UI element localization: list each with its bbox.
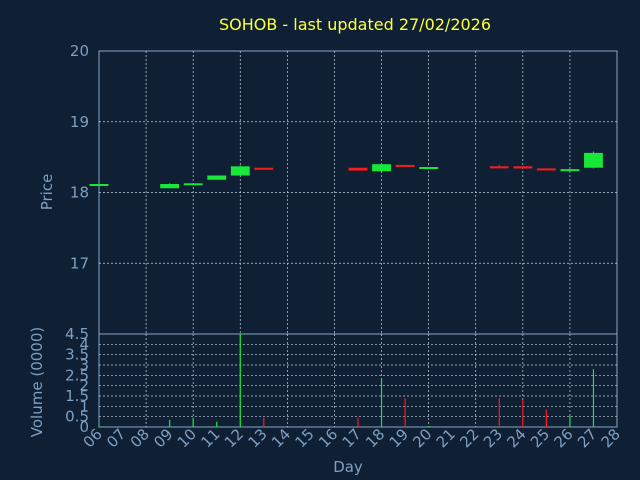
volume-axis-label: Volume (0000) [28,327,46,437]
price-tick-label: 17 [70,254,89,272]
volume-bar [192,417,194,427]
volume-bar [569,415,571,427]
candle-body [395,164,415,167]
candle-body [160,184,180,189]
candle-body [584,152,603,168]
candle-body [207,175,227,180]
volume-bar [498,398,500,427]
volume-tick-label: 3.5 [65,346,89,364]
volume-bar [263,417,265,427]
price-panel: 20 19 18 17 [70,42,618,335]
volume-bar [169,419,171,427]
candle-body [419,167,439,170]
candle-body [536,168,556,171]
volume-tick-label: 3 [79,356,89,374]
candle-body [89,184,109,187]
candle-body [489,166,509,169]
volume-bar [357,417,359,427]
chart-title: SOHOB - last updated 27/02/2026 [219,15,491,34]
volume-tick-label: 2 [79,377,89,395]
volume-bar [380,378,383,427]
volume-tick-label: 1.5 [65,387,89,405]
volume-tick-label: 0.5 [65,408,89,426]
candle-body [372,164,391,172]
candle-body [230,166,250,176]
price-tick-label: 19 [70,113,89,131]
volume-bar [404,398,406,427]
volume-tick-label: 4.5 [65,325,89,343]
candle-body [183,183,203,186]
volume-tick-label: 2.5 [65,366,89,384]
volume-bar [216,421,218,427]
volume-tick-label: 0 [79,418,89,436]
candle-body [513,166,533,169]
x-axis-label: Day [333,458,363,476]
volume-tick-label: 1 [79,397,89,415]
candle-body [560,169,580,172]
candle-body [254,167,274,170]
candle-body [348,167,368,171]
volume-bar [545,409,547,427]
price-axis-label: Price [38,174,56,211]
price-tick-label: 20 [70,42,89,60]
volume-bar [98,425,100,427]
volume-bar [522,400,524,427]
volume-tick-label: 4 [79,335,89,353]
volume-bar [592,369,595,427]
volume-bar [239,334,241,427]
volume-bar [428,425,430,427]
price-tick-label: 18 [70,184,89,202]
